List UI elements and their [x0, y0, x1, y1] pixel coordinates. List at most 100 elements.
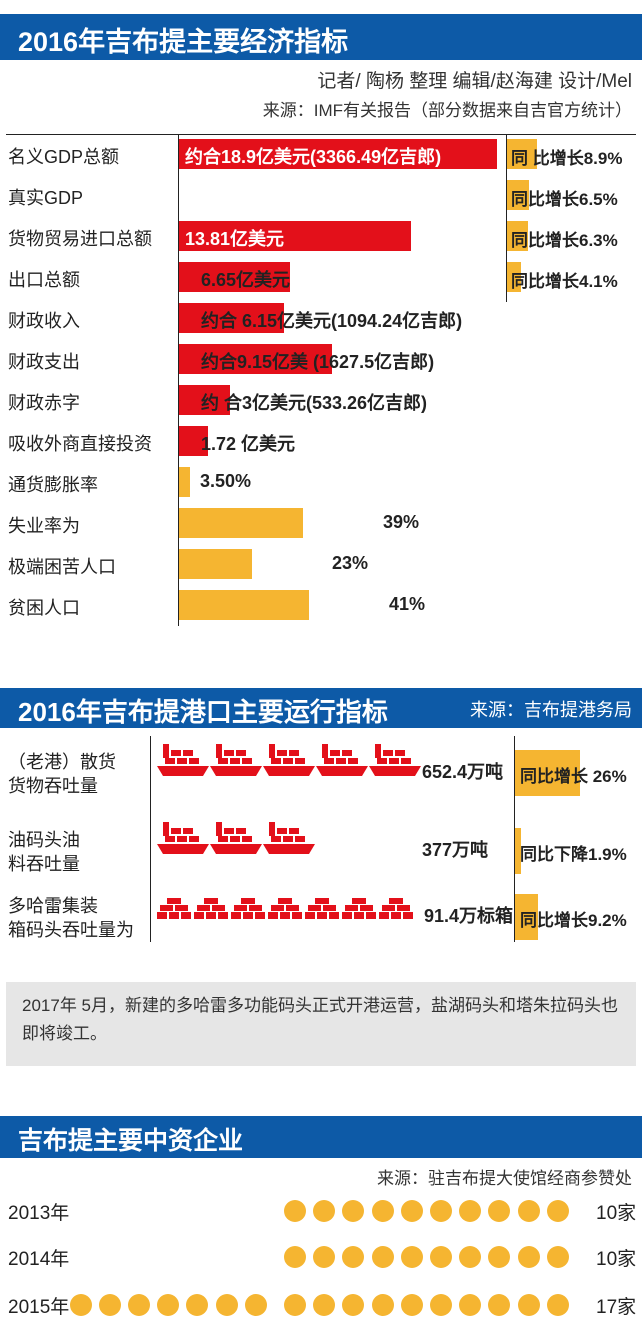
growth-bar	[507, 221, 528, 251]
company-coin-icon	[547, 1294, 569, 1316]
cargo-ship-icon	[316, 742, 368, 783]
growth-bar	[507, 139, 537, 169]
indicator-value: 23%	[332, 553, 369, 573]
indicator-label: 真实GDP	[8, 188, 84, 208]
section2-note: 2017年 5月，新建的多哈雷多功能码头正式开港运营，盐湖码头和塔朱拉码头也即将…	[22, 996, 618, 1043]
company-coin-icon	[313, 1246, 335, 1268]
indicator-bar	[179, 426, 208, 456]
cargo-ship-icon	[210, 742, 262, 783]
port-growth-text: 同比增长 26%	[520, 767, 627, 786]
growth-bar	[507, 262, 521, 292]
indicator-bar	[179, 221, 411, 251]
port-growth-bar	[515, 828, 521, 874]
port-label: 油码头油 料吞吐量	[8, 828, 80, 876]
cargo-ship-icon	[263, 742, 315, 783]
indicator-bar	[179, 508, 303, 538]
indicator-label: 失业率为	[8, 516, 80, 536]
company-coin-icon	[342, 1294, 364, 1316]
company-coin-icon	[518, 1294, 540, 1316]
section2-growth-line	[514, 736, 515, 942]
port-label: （老港）散货 货物吞吐量	[8, 750, 116, 798]
container-stack-icon	[342, 898, 376, 925]
indicator-value: 3.50%	[200, 471, 252, 491]
section2-axis-line	[150, 736, 151, 942]
indicator-label: 极端困苦人口	[8, 557, 116, 577]
port-value: 91.4万标箱	[424, 906, 514, 926]
growth-text: 同比增长6.3%	[511, 231, 618, 250]
company-coin-icon	[186, 1294, 208, 1316]
container-stack-icon	[305, 898, 339, 925]
company-coin-icon	[401, 1294, 423, 1316]
indicator-bar	[179, 262, 290, 292]
company-coin-icon	[245, 1294, 267, 1316]
year-label: 2013年	[8, 1203, 70, 1224]
port-growth-text: 同比增长9.2%	[520, 911, 627, 930]
port-label: 多哈雷集装 箱码头吞吐量为	[8, 894, 134, 942]
cargo-ship-icon	[157, 742, 209, 783]
indicator-label: 名义GDP总额	[8, 147, 120, 167]
port-growth-bar	[515, 750, 580, 796]
section1-credit: 记者/ 陶杨 整理 编辑/赵海建 设计/Mel	[317, 71, 632, 92]
company-coin-icon	[99, 1294, 121, 1316]
indicator-bar	[179, 344, 332, 374]
indicator-bar	[179, 139, 497, 169]
company-coin-icon	[430, 1294, 452, 1316]
port-value: 377万吨	[422, 840, 489, 860]
indicator-value: 约合 6.15亿美元(1094.24亿吉郎)	[201, 311, 463, 331]
indicator-bar	[179, 467, 190, 497]
year-label: 2015年	[8, 1297, 70, 1318]
indicator-value: 6.65亿美元	[201, 270, 291, 290]
growth-text: 同比增长4.1%	[511, 272, 618, 291]
indicator-label: 吸收外商直接投资	[8, 434, 152, 454]
company-coin-icon	[372, 1200, 394, 1222]
container-stack-icon	[268, 898, 302, 925]
company-coin-icon	[372, 1246, 394, 1268]
company-coin-icon	[342, 1246, 364, 1268]
section1-growth-line	[506, 134, 507, 302]
count-label: 10家	[596, 1249, 637, 1270]
indicator-value: 39%	[383, 512, 420, 532]
section3-source: 来源：驻吉布提大使馆经商参赞处	[377, 1169, 632, 1188]
growth-text: 同比增长6.5%	[511, 190, 618, 209]
company-coin-icon	[342, 1200, 364, 1222]
port-growth-bar	[515, 894, 538, 940]
indicator-label: 财政收入	[8, 311, 80, 331]
container-stack-icon	[379, 898, 413, 925]
company-coin-icon	[401, 1246, 423, 1268]
company-coin-icon	[157, 1294, 179, 1316]
indicator-bar	[179, 549, 252, 579]
company-coin-icon	[488, 1246, 510, 1268]
indicator-value: 约 合3亿美元(533.26亿吉郎)	[201, 393, 428, 413]
indicator-value: 约合9.15亿美 (1627.5亿吉郎)	[201, 352, 435, 372]
growth-text: 同 比增长8.9%	[511, 149, 623, 168]
section1-source: 来源：IMF有关报告（部分数据来自吉官方统计）	[262, 101, 632, 120]
indicator-label: 出口总额	[8, 270, 80, 290]
indicator-value: 41%	[389, 594, 426, 614]
company-coin-icon	[459, 1200, 481, 1222]
year-label: 2014年	[8, 1249, 70, 1270]
company-coin-icon	[518, 1246, 540, 1268]
company-coin-icon	[70, 1294, 92, 1316]
port-growth-text: 同比下降1.9%	[520, 845, 627, 864]
count-label: 17家	[596, 1297, 637, 1318]
port-label-line1: 油码头油	[8, 830, 80, 850]
port-label-line2: 货物吞吐量	[8, 776, 98, 796]
container-stack-icon	[157, 898, 191, 925]
cargo-ship-icon	[369, 742, 421, 783]
company-coin-icon	[459, 1294, 481, 1316]
company-coin-icon	[430, 1200, 452, 1222]
section1-top-line	[6, 134, 636, 135]
container-stack-icon	[194, 898, 228, 925]
indicator-bar	[179, 590, 309, 620]
company-coin-icon	[401, 1200, 423, 1222]
company-coin-icon	[547, 1200, 569, 1222]
company-coin-icon	[430, 1246, 452, 1268]
indicator-value: 约合18.9亿美元(3366.49亿吉郎)	[185, 147, 442, 167]
count-label: 10家	[596, 1203, 637, 1224]
section2-title: 2016年吉布提港口主要运行指标	[18, 697, 388, 727]
section2-header: 2016年吉布提港口主要运行指标 来源：吉布提港务局	[0, 688, 642, 728]
company-coin-icon	[488, 1200, 510, 1222]
section3-title: 吉布提主要中资企业	[18, 1127, 244, 1155]
section1-header: 2016年吉布提主要经济指标	[0, 14, 642, 60]
section2-note-box	[6, 982, 636, 1066]
